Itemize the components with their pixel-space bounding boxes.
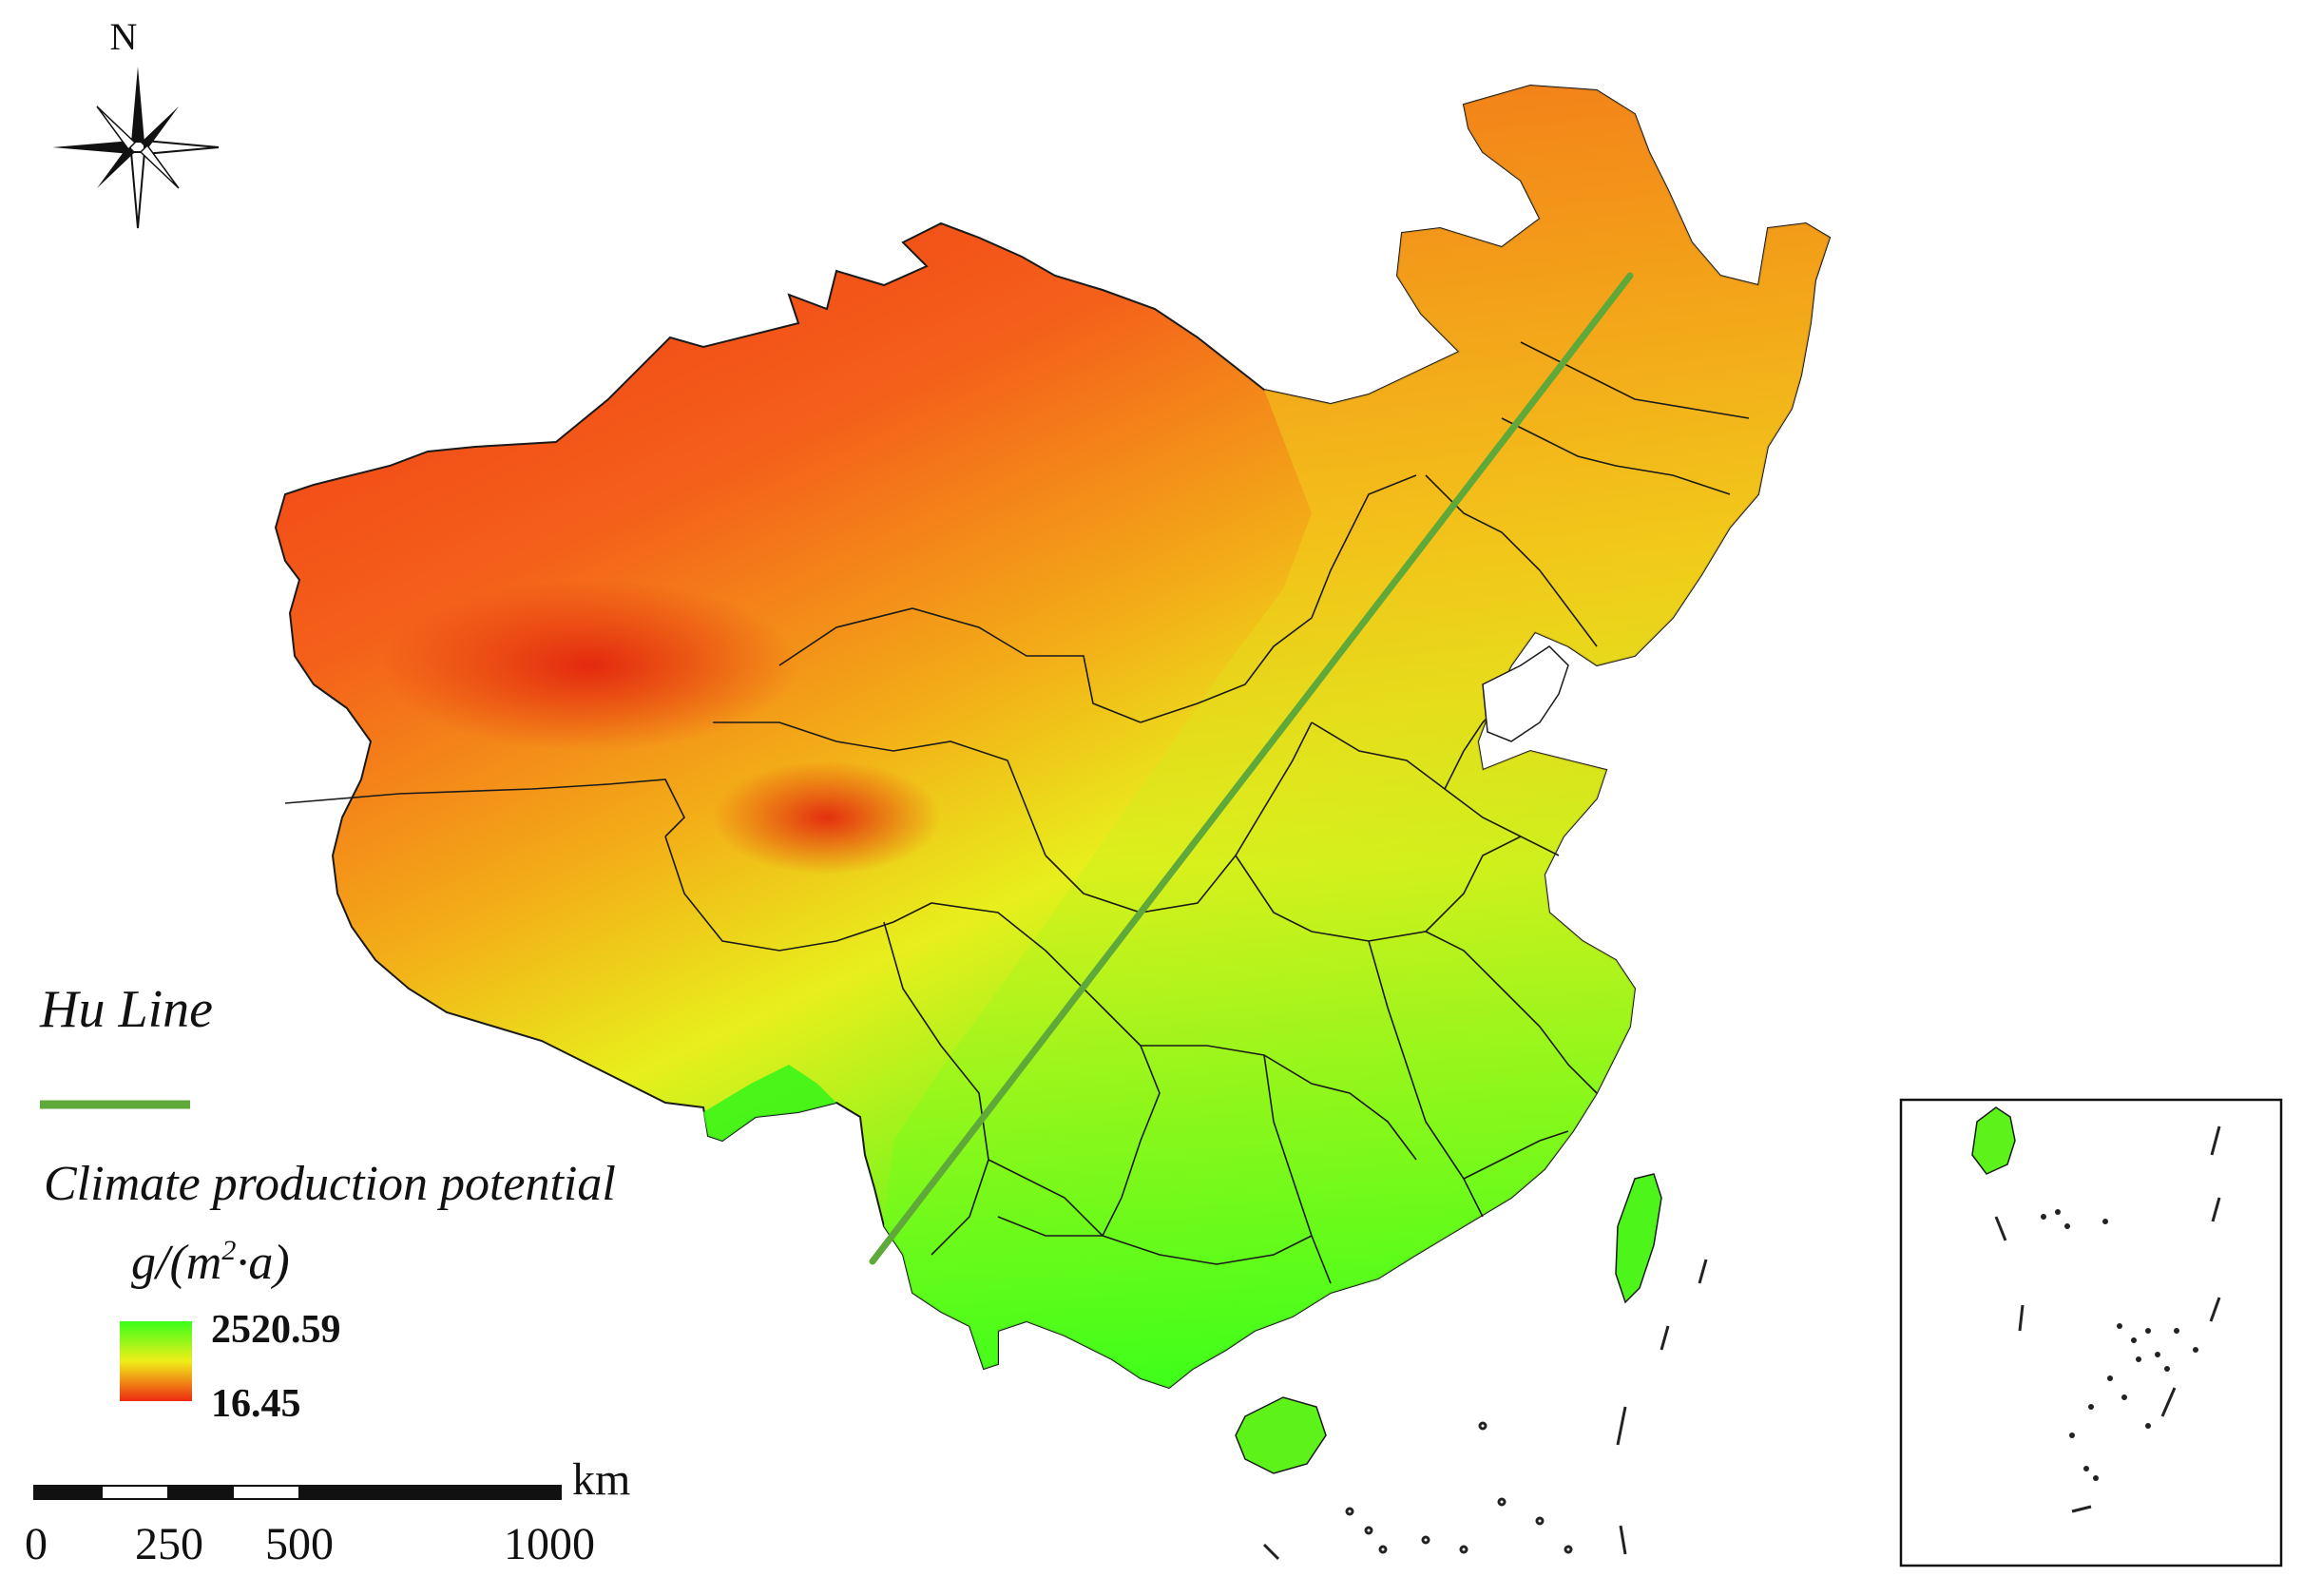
north-arrow: N [52, 15, 220, 229]
cpp-colorbar [120, 1321, 192, 1401]
cpp-min-value: 16.45 [211, 1382, 301, 1426]
bohai-sea [1482, 645, 1569, 742]
north-arrow-se [139, 144, 180, 189]
north-arrow-nw [96, 106, 137, 151]
tarim-basin-hotspot [380, 580, 798, 751]
north-arrow-n [131, 67, 144, 143]
south-china-sea-marks [1262, 1259, 1708, 1561]
cpp-max-value: 2520.59 [211, 1308, 341, 1352]
north-label: N [110, 15, 138, 58]
tibet-south-green [703, 1065, 836, 1141]
inset-south-china-sea [1899, 1098, 2283, 1567]
north-arrow-w [52, 141, 131, 154]
east-china-tint [884, 86, 1830, 1388]
hu-line-label: Hu Line [39, 980, 213, 1039]
north-arrow-s [129, 151, 146, 229]
hainan-island [1235, 1396, 1327, 1474]
qaidam-basin-hotspot [713, 760, 941, 875]
taiwan-island [1615, 1173, 1662, 1304]
north-arrow-sw [97, 145, 135, 188]
north-arrow-e [144, 139, 220, 156]
scale-tick-250: 250 [135, 1519, 203, 1569]
cpp-units: g/(m2·a) [131, 1235, 290, 1290]
scale-bar: km 0 250 500 1000 [25, 1454, 630, 1569]
legend-hu-line: Hu Line [39, 980, 213, 1109]
scale-tick-500: 500 [265, 1519, 334, 1569]
inset-hainan [1971, 1106, 2016, 1175]
china-mainland [274, 84, 1832, 1390]
hu-line [869, 272, 1634, 1265]
north-arrow-ne [141, 106, 179, 149]
scale-tick-1000: 1000 [504, 1519, 595, 1569]
scale-tick-0: 0 [25, 1519, 48, 1569]
legend-cpp: Climate production potential g/(m2·a) 25… [44, 1157, 616, 1426]
province-boundaries [284, 341, 1750, 1284]
scale-unit: km [572, 1454, 630, 1505]
cpp-title: Climate production potential [44, 1157, 616, 1211]
